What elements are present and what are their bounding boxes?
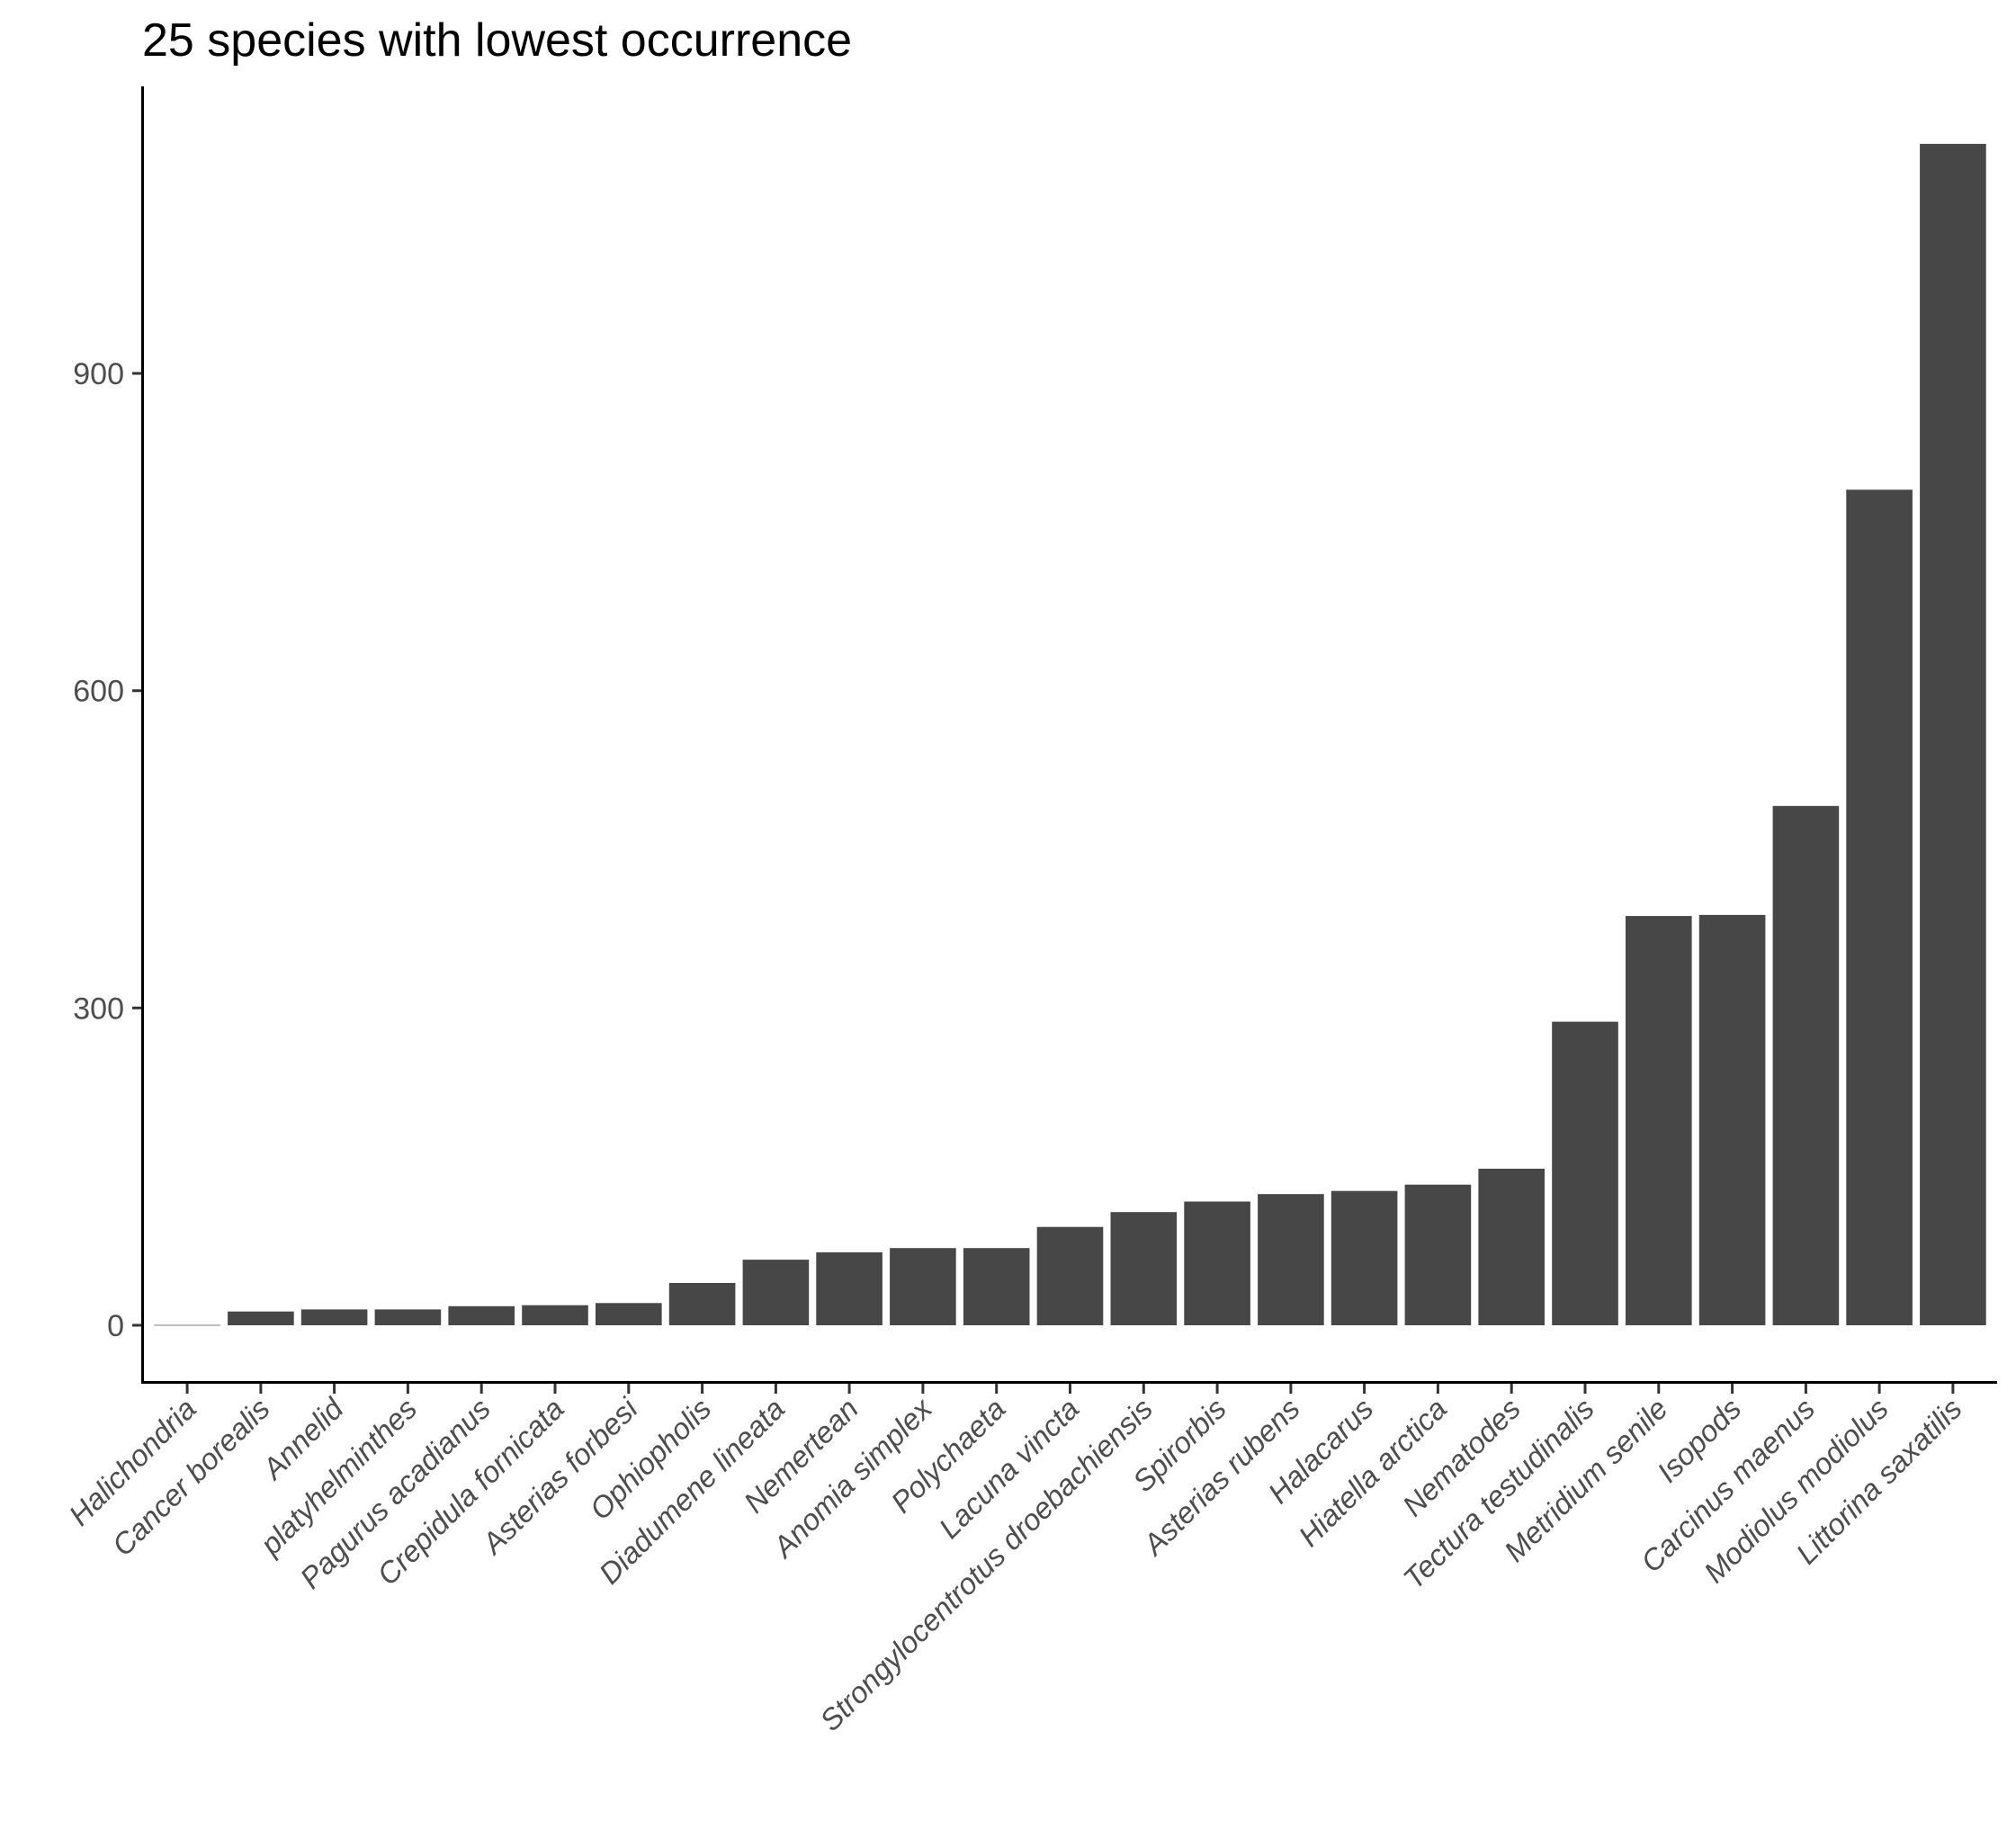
bar	[522, 1305, 588, 1325]
bar	[596, 1303, 662, 1325]
y-tick-label: 600	[73, 675, 124, 709]
bar	[1552, 1021, 1618, 1325]
bar	[1036, 1226, 1104, 1325]
bar	[1920, 143, 1986, 1325]
chart-title: 25 species with lowest occurrence	[142, 14, 852, 67]
bar	[963, 1248, 1030, 1325]
bar	[1772, 805, 1840, 1325]
y-tick-label: 300	[73, 991, 124, 1026]
bar	[816, 1251, 883, 1325]
bar	[668, 1283, 736, 1325]
bar	[300, 1309, 368, 1325]
bar	[228, 1311, 294, 1325]
bar	[374, 1309, 442, 1325]
bar	[890, 1248, 956, 1325]
bar	[1331, 1190, 1398, 1325]
bar	[1846, 489, 1913, 1325]
bar	[1258, 1194, 1324, 1325]
bars-group	[154, 143, 1986, 1326]
bar	[1110, 1212, 1178, 1325]
bar	[1478, 1169, 1545, 1325]
bar	[1698, 914, 1766, 1325]
y-tick-label: 0	[107, 1309, 124, 1343]
bar	[1626, 916, 1692, 1325]
bar	[1184, 1201, 1250, 1325]
y-tick-label: 900	[73, 357, 124, 391]
y-axis-ticks: 0 300 600 900	[73, 357, 142, 1343]
bar	[742, 1260, 810, 1325]
bar	[448, 1305, 515, 1325]
bar	[1404, 1184, 1472, 1325]
